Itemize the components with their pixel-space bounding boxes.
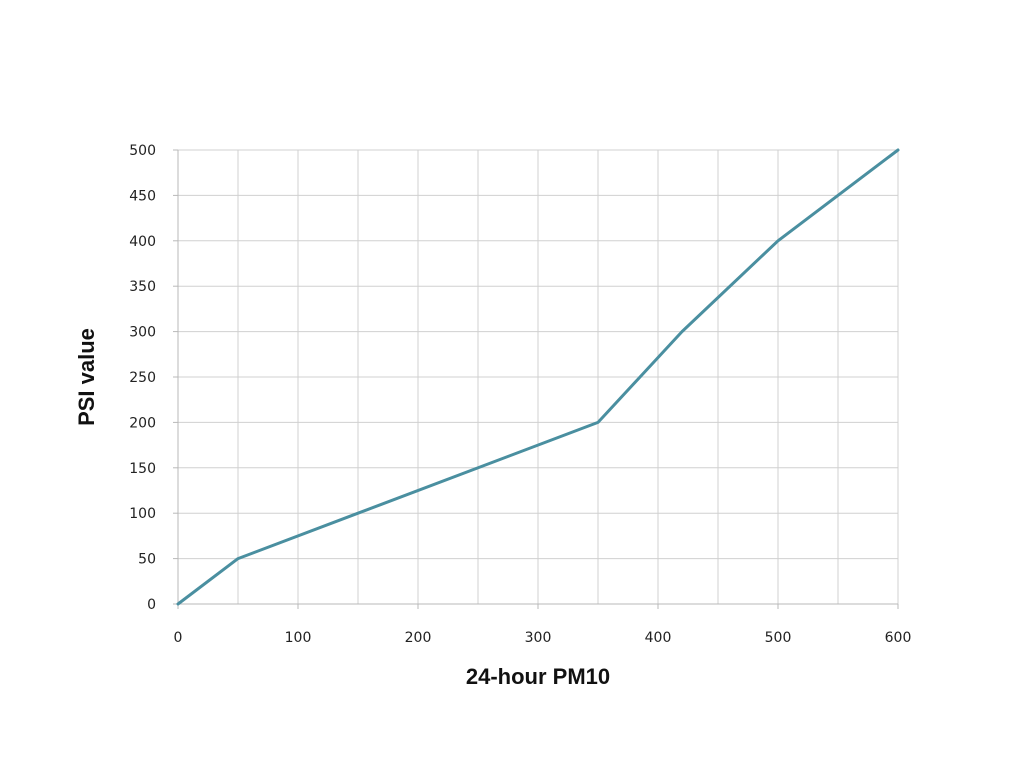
axes — [173, 149, 899, 609]
y-tick-label: 350 — [129, 279, 156, 295]
x-tick-label: 500 — [765, 630, 792, 646]
y-tick-labels: 0 50 100 150 200 250 300 350 400 450 500 — [129, 143, 156, 613]
y-tick-label: 300 — [129, 325, 156, 341]
x-tick-labels: 0 100 200 300 400 500 600 — [174, 630, 912, 646]
x-tick-label: 400 — [645, 630, 672, 646]
y-tick-label: 150 — [129, 461, 156, 477]
y-tick-label: 50 — [138, 552, 156, 568]
y-tick-label: 500 — [129, 143, 156, 159]
series-layer — [176, 148, 900, 606]
y-tick-label: 250 — [129, 370, 156, 386]
grid-lines — [178, 149, 899, 604]
x-tick-label: 300 — [525, 630, 552, 646]
x-tick-label: 0 — [174, 630, 183, 646]
y-tick-label: 100 — [129, 506, 156, 522]
y-tick-label: 400 — [129, 234, 156, 250]
y-tick-label: 450 — [129, 188, 156, 204]
y-axis-title: PSI value — [74, 328, 99, 426]
y-tick-label: 200 — [129, 415, 156, 431]
x-axis-title: 24-hour PM10 — [466, 664, 610, 689]
x-tick-label: 600 — [885, 630, 912, 646]
x-tick-label: 200 — [405, 630, 432, 646]
x-tick-label: 100 — [285, 630, 312, 646]
y-tick-label: 0 — [147, 597, 156, 613]
series-line — [176, 148, 900, 606]
